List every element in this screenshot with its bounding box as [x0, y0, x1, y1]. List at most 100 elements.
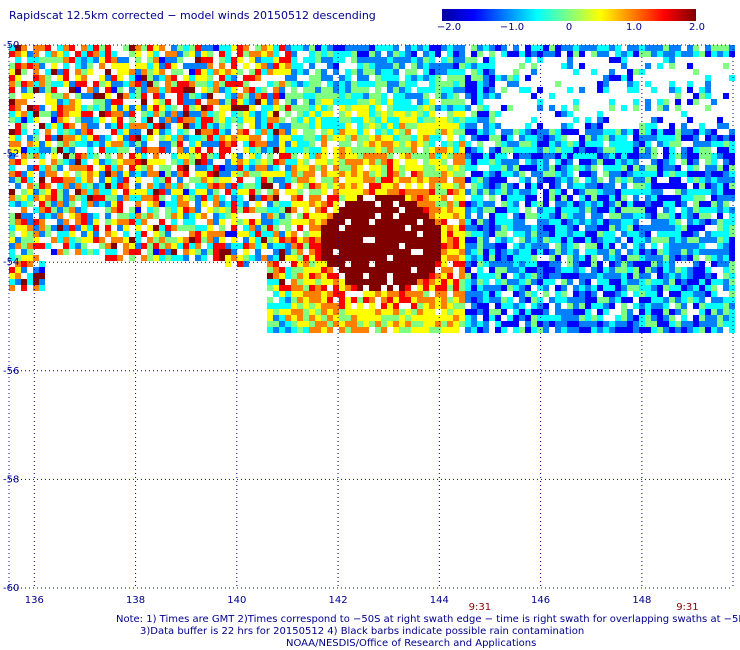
- wind-cell: [477, 219, 483, 225]
- wind-cell: [255, 207, 261, 213]
- wind-cell: [327, 243, 333, 249]
- wind-cell: [285, 201, 291, 207]
- wind-cell: [621, 75, 627, 81]
- wind-cell: [63, 117, 69, 123]
- wind-cell: [633, 255, 639, 261]
- wind-cell: [645, 249, 651, 255]
- wind-cell: [567, 315, 573, 321]
- wind-cell: [339, 57, 345, 63]
- wind-cell: [309, 129, 315, 135]
- wind-cell: [465, 309, 471, 315]
- wind-cell: [9, 81, 15, 87]
- wind-cell: [717, 153, 723, 159]
- wind-cell: [441, 177, 447, 183]
- wind-cell: [39, 171, 45, 177]
- wind-cell: [459, 165, 465, 171]
- wind-cell: [267, 99, 273, 105]
- wind-cell: [495, 273, 501, 279]
- wind-cell: [483, 273, 489, 279]
- wind-cell: [405, 69, 411, 75]
- wind-cell: [339, 297, 345, 303]
- wind-cell: [675, 291, 681, 297]
- wind-cell: [15, 123, 21, 129]
- wind-cell: [423, 159, 429, 165]
- wind-cell: [243, 147, 249, 153]
- wind-cell: [387, 189, 393, 195]
- wind-cell: [447, 213, 453, 219]
- wind-cell: [39, 261, 45, 267]
- wind-cell: [339, 189, 345, 195]
- wind-cell: [561, 297, 567, 303]
- wind-cell: [51, 51, 57, 57]
- wind-cell: [207, 123, 213, 129]
- wind-cell: [699, 285, 705, 291]
- wind-cell: [327, 309, 333, 315]
- wind-cell: [219, 111, 225, 117]
- wind-cell: [465, 273, 471, 279]
- wind-cell: [75, 183, 81, 189]
- wind-cell: [231, 93, 237, 99]
- wind-cell: [369, 45, 375, 51]
- wind-cell: [669, 309, 675, 315]
- wind-cell: [501, 87, 507, 93]
- wind-cell: [429, 69, 435, 75]
- wind-cell: [309, 147, 315, 153]
- wind-cell: [117, 111, 123, 117]
- wind-cell: [105, 141, 111, 147]
- wind-cell: [273, 273, 279, 279]
- wind-cell: [267, 45, 273, 51]
- wind-cell: [243, 261, 249, 267]
- wind-cell: [687, 243, 693, 249]
- wind-cell: [117, 135, 123, 141]
- wind-cell: [405, 249, 411, 255]
- wind-cell: [315, 75, 321, 81]
- wind-cell: [339, 99, 345, 105]
- wind-cell: [33, 51, 39, 57]
- wind-cell: [717, 117, 723, 123]
- wind-cell: [225, 87, 231, 93]
- wind-cell: [669, 87, 675, 93]
- wind-cell: [495, 231, 501, 237]
- wind-cell: [9, 141, 15, 147]
- wind-cell: [483, 225, 489, 231]
- wind-cell: [201, 57, 207, 63]
- wind-cell: [423, 213, 429, 219]
- wind-cell: [117, 75, 123, 81]
- wind-cell: [693, 165, 699, 171]
- wind-cell: [213, 195, 219, 201]
- wind-cell: [651, 189, 657, 195]
- wind-cell: [285, 51, 291, 57]
- wind-cell: [99, 189, 105, 195]
- wind-cell: [729, 315, 735, 321]
- wind-cell: [609, 99, 615, 105]
- wind-cell: [375, 99, 381, 105]
- wind-cell: [387, 51, 393, 57]
- wind-cell: [663, 255, 669, 261]
- wind-cell: [609, 159, 615, 165]
- wind-cell: [405, 273, 411, 279]
- wind-cell: [51, 153, 57, 159]
- wind-cell: [171, 219, 177, 225]
- wind-cell: [207, 141, 213, 147]
- wind-cell: [45, 129, 51, 135]
- wind-cell: [219, 81, 225, 87]
- wind-cell: [165, 225, 171, 231]
- wind-cell: [363, 87, 369, 93]
- wind-cell: [9, 231, 15, 237]
- wind-cell: [255, 117, 261, 123]
- wind-cell: [9, 273, 15, 279]
- wind-cell: [57, 123, 63, 129]
- lat-tick-label: -52: [3, 149, 19, 160]
- wind-cell: [495, 261, 501, 267]
- wind-cell: [411, 105, 417, 111]
- wind-cell: [219, 123, 225, 129]
- wind-cell: [519, 309, 525, 315]
- wind-cell: [633, 207, 639, 213]
- wind-cell: [621, 285, 627, 291]
- wind-cell: [423, 327, 429, 333]
- wind-cell: [255, 195, 261, 201]
- wind-cell: [51, 117, 57, 123]
- wind-cell: [333, 195, 339, 201]
- wind-cell: [483, 261, 489, 267]
- wind-cell: [513, 255, 519, 261]
